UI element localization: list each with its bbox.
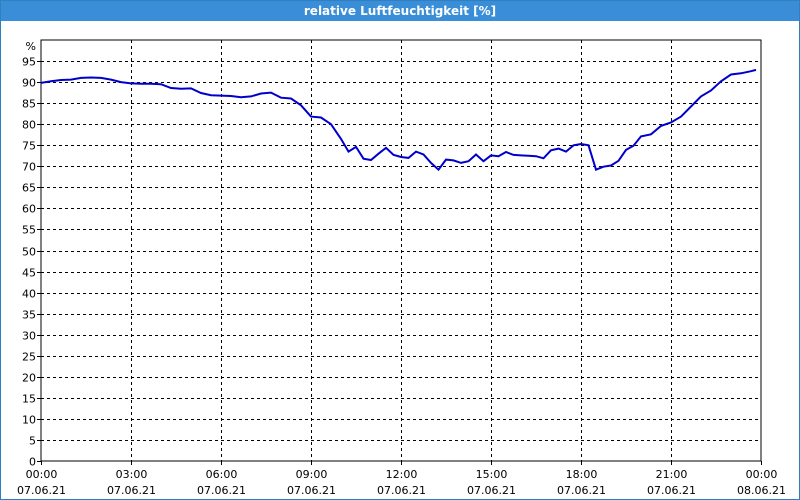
y-tick-label: 80 [22,119,36,132]
x-tick-time: 15:00 [476,468,508,481]
y-tick-label: 75 [22,140,36,153]
y-tick-label: 55 [22,224,36,237]
grid-lines [41,40,761,461]
x-tick-time: 12:00 [386,468,418,481]
x-tick-date: 07.06.21 [467,484,516,497]
x-tick-time: 00:00 [26,468,58,481]
y-tick-label: 0 [29,456,36,469]
x-tick-time: 00:00 [746,468,778,481]
y-tick-label: 90 [22,77,36,90]
x-tick-date: 07.06.21 [287,484,336,497]
x-tick-date: 08.06.21 [737,484,786,497]
x-tick-date: 07.06.21 [557,484,606,497]
x-tick-time: 06:00 [206,468,238,481]
x-tick-time: 21:00 [656,468,688,481]
chart-title: relative Luftfeuchtigkeit [%] [1,1,799,21]
y-tick-label: 30 [22,330,36,343]
y-tick-label: 20 [22,372,36,385]
x-tick-date: 07.06.21 [377,484,426,497]
x-tick-time: 18:00 [566,468,598,481]
y-tick-label: 50 [22,246,36,259]
y-tick-label: 25 [22,351,36,364]
y-tick-label: 40 [22,288,36,301]
y-tick-label: 95 [22,56,36,69]
humidity-series-line [40,68,757,172]
x-tick-date: 07.06.21 [107,484,156,497]
y-tick-label: 45 [22,267,36,280]
y-tick-label: 15 [22,393,36,406]
x-tick-time: 03:00 [116,468,148,481]
x-tick-date: 07.06.21 [197,484,246,497]
y-tick-label: 10 [22,414,36,427]
y-tick-label: 85 [22,98,36,111]
y-tick-label: 5 [29,435,36,448]
x-tick-time: 09:00 [296,468,328,481]
y-tick-label: 65 [22,182,36,195]
y-tick-label: 60 [22,203,36,216]
x-tick-date: 07.06.21 [17,484,66,497]
y-axis-ticks: 0 5 10 15 20 25 30 35 40 45 50 55 60 65 70 75 80 85 90 95 [22,56,41,469]
y-tick-label: 70 [22,161,36,174]
y-tick-label: 35 [22,309,36,322]
y-axis-label: % [26,40,36,53]
x-axis-ticks: 00:00 07.06.21 03:00 07.06.21 06:00 07.06.21 0… [17,461,786,497]
x-tick-date: 07.06.21 [647,484,696,497]
